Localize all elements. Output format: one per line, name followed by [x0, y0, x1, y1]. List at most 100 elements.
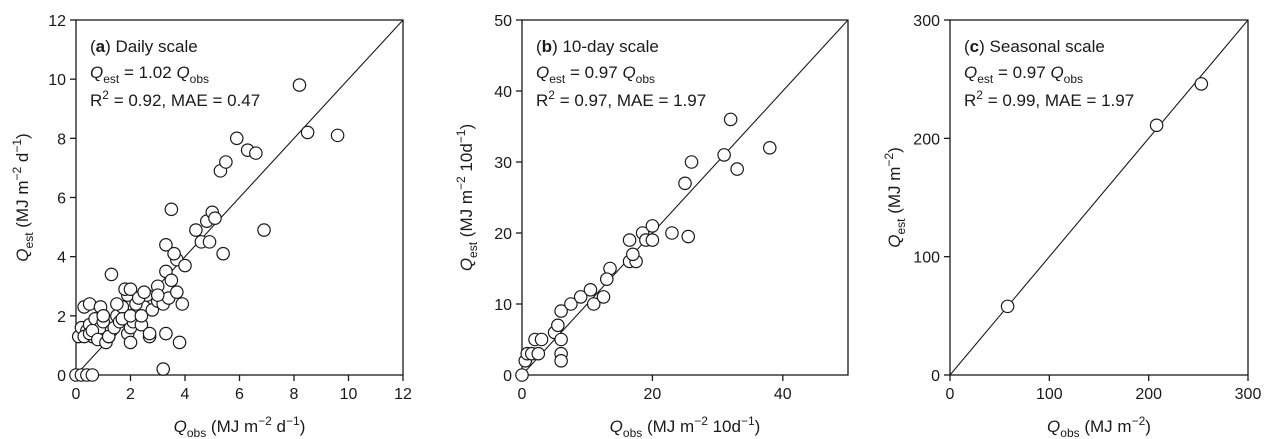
data-point [564, 297, 578, 311]
data-point [159, 326, 173, 341]
panel-title: (a) Daily scale [90, 37, 198, 56]
one-to-one-line [521, 19, 849, 376]
regression-equation: Qest = 1.02 Qobs [90, 63, 209, 86]
data-point [573, 290, 588, 304]
x-tick-label: 0 [518, 386, 527, 403]
y-axis-title: Qest (MJ m−2) [882, 147, 908, 248]
x-tick-label: 10 [340, 386, 358, 403]
data-point [164, 202, 179, 217]
x-tick-label: 2 [126, 386, 135, 403]
data-point [730, 162, 744, 176]
x-axis-title: Qobs (MJ m−2) [1047, 414, 1151, 439]
chart-panel-a: 0 2 4 6 8 10 12 0 2 4 6 8 10 12 (a) Daily scale Qest = … [10, 13, 412, 439]
data-point [123, 282, 138, 297]
x-tick-label: 100 [1036, 386, 1063, 403]
data-point [219, 155, 233, 169]
data-point [164, 273, 179, 288]
data-point [167, 246, 181, 261]
data-point [554, 353, 568, 368]
data-point [110, 297, 124, 311]
y-tick-label: 300 [913, 13, 940, 30]
data-point [622, 233, 637, 247]
data-point [150, 288, 165, 302]
x-tick-label: 200 [1135, 386, 1162, 403]
y-tick-label: 10 [48, 72, 66, 89]
data-point [583, 282, 598, 297]
regression-equation: Qest = 0.97 Qobs [536, 63, 655, 86]
data-point [681, 229, 696, 244]
y-tick-label: 40 [494, 84, 512, 101]
data-point [1194, 77, 1209, 91]
data-point [665, 226, 679, 240]
data-point [208, 211, 222, 226]
data-point [137, 285, 151, 299]
data-point [134, 309, 149, 323]
data-point [249, 146, 263, 160]
x-tick-label: 0 [946, 386, 955, 403]
data-point [534, 332, 549, 347]
panel-title: (b) 10-day scale [536, 37, 659, 56]
data-point [1149, 118, 1164, 133]
x-tick-label: 40 [774, 386, 792, 403]
data-point [717, 148, 731, 162]
fit-statistics: R2 = 0.97, MAE = 1.97 [536, 88, 706, 110]
data-point [626, 247, 640, 262]
y-axis-title: Qest (MJ m−2 10d−1) [454, 124, 480, 271]
y-tick-label: 100 [913, 250, 940, 267]
data-point [292, 78, 307, 92]
x-tick-label: 0 [72, 386, 81, 403]
y-tick-label: 2 [57, 309, 66, 326]
data-point [104, 267, 119, 282]
data-point [202, 235, 217, 249]
x-tick-label: 6 [235, 386, 244, 403]
y-tick-label: 0 [503, 368, 512, 385]
data-point [723, 112, 738, 127]
data-point [156, 362, 170, 376]
data-point [172, 335, 187, 350]
x-tick-label: 8 [290, 386, 299, 403]
panel-title: (c) Seasonal scale [964, 37, 1105, 56]
y-tick-label: 0 [931, 368, 940, 385]
y-axis-title: Qest (MJ m−2 d−1) [10, 133, 36, 261]
data-point [229, 131, 244, 146]
data-point [645, 233, 660, 247]
data-point [554, 332, 568, 347]
data-point [586, 297, 601, 311]
y-tick-label: 30 [494, 155, 512, 172]
fit-statistics: R2 = 0.99, MAE = 1.97 [964, 88, 1134, 110]
data-point [531, 346, 546, 361]
data-point [159, 238, 173, 252]
chart-panel-c: 0 100 200 300 0 100 200 300 (c) Seasonal scale Qe… [882, 13, 1261, 439]
x-tick-label: 300 [1235, 386, 1262, 403]
x-tick-label: 4 [181, 386, 190, 403]
data-point [96, 309, 111, 323]
y-tick-label: 4 [57, 250, 66, 267]
x-axis-title: Qobs (MJ m−2 10d−1) [610, 414, 761, 439]
data-point [515, 368, 529, 382]
data-point [1000, 299, 1015, 314]
data-point [170, 285, 184, 299]
y-tick-label: 10 [494, 297, 512, 314]
y-tick-label: 0 [57, 368, 66, 385]
data-point [85, 368, 100, 382]
y-tick-label: 12 [48, 13, 66, 30]
data-point [330, 128, 345, 143]
data-point [257, 223, 271, 237]
data-point [123, 335, 138, 350]
data-point [762, 141, 777, 155]
data-point [599, 272, 614, 286]
x-tick-label: 20 [644, 386, 662, 403]
y-tick-label: 200 [913, 131, 940, 148]
data-point [684, 155, 699, 169]
fit-statistics: R2 = 0.92, MAE = 0.47 [90, 88, 260, 110]
regression-equation: Qest = 0.97 Qobs [964, 63, 1083, 86]
data-point [175, 297, 190, 311]
data-point [142, 326, 157, 341]
plot-frame [521, 19, 849, 376]
plot-frame [949, 19, 1249, 376]
data-point [678, 176, 692, 191]
data-point [216, 246, 230, 261]
x-axis-title: Qobs (MJ m−2 d−1) [174, 414, 306, 439]
y-tick-label: 20 [494, 226, 512, 243]
